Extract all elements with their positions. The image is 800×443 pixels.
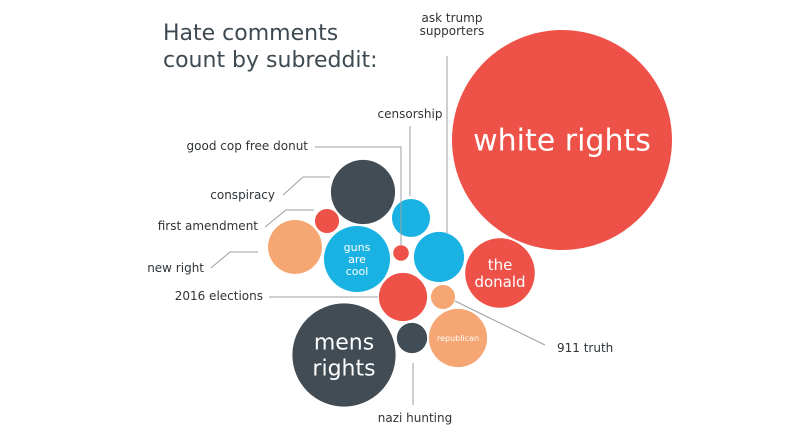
leader-line-911-truth	[454, 300, 546, 346]
bubble-the-donald	[465, 238, 535, 308]
callout-label: nazi hunting	[378, 411, 452, 425]
title-line-1: Hate comments	[163, 21, 339, 46]
callout-label: conspiracy	[210, 188, 275, 202]
bubble-conspiracy	[330, 159, 396, 225]
bubble-label: the	[488, 256, 513, 274]
bubble-mens-rights	[292, 303, 396, 407]
bubble-2016-elections	[378, 272, 428, 322]
leader-line-new-right	[210, 251, 258, 269]
title-line-2: count by subreddit:	[163, 48, 378, 73]
bubble-label: cool	[346, 265, 369, 278]
bubble-label: republican	[437, 334, 479, 343]
callout-label: censorship	[378, 107, 443, 121]
callout-label: 911 truth	[557, 341, 613, 355]
leader-line-good-cop-free-donut	[315, 146, 402, 245]
bubble-ask-trump-supporters	[413, 231, 465, 283]
chart-title: Hate comments count by subreddit:	[163, 20, 378, 74]
callout-label: new right	[147, 261, 204, 275]
callout-label: good cop free donut	[187, 139, 309, 153]
bubble-911-truth	[430, 284, 456, 310]
bubble-label: mens	[314, 331, 374, 356]
bubble-label: are	[348, 253, 366, 266]
callout-label: 2016 elections	[175, 289, 263, 303]
bubble-label: white rights	[473, 124, 651, 159]
bubble-new-right	[268, 220, 322, 274]
bubble-white-rights	[452, 30, 672, 250]
bubble-republican	[428, 308, 488, 368]
bubble-nazi-hunting	[396, 322, 428, 354]
bubble-first-amendment	[314, 208, 340, 234]
callout-label: supporters	[420, 24, 485, 38]
leader-line-first-amendment	[264, 209, 314, 228]
callout-label: first amendment	[158, 219, 259, 233]
callout-label: ask trump	[422, 11, 483, 25]
bubble-good-cop-free-donut	[393, 245, 409, 261]
bubble-censorship	[391, 198, 431, 238]
bubble-label: rights	[312, 357, 375, 382]
leader-line-conspiracy	[282, 176, 330, 196]
bubble-label: guns	[344, 241, 371, 254]
bubble-guns-are-cool	[324, 226, 390, 292]
bubble-label: donald	[474, 273, 525, 291]
